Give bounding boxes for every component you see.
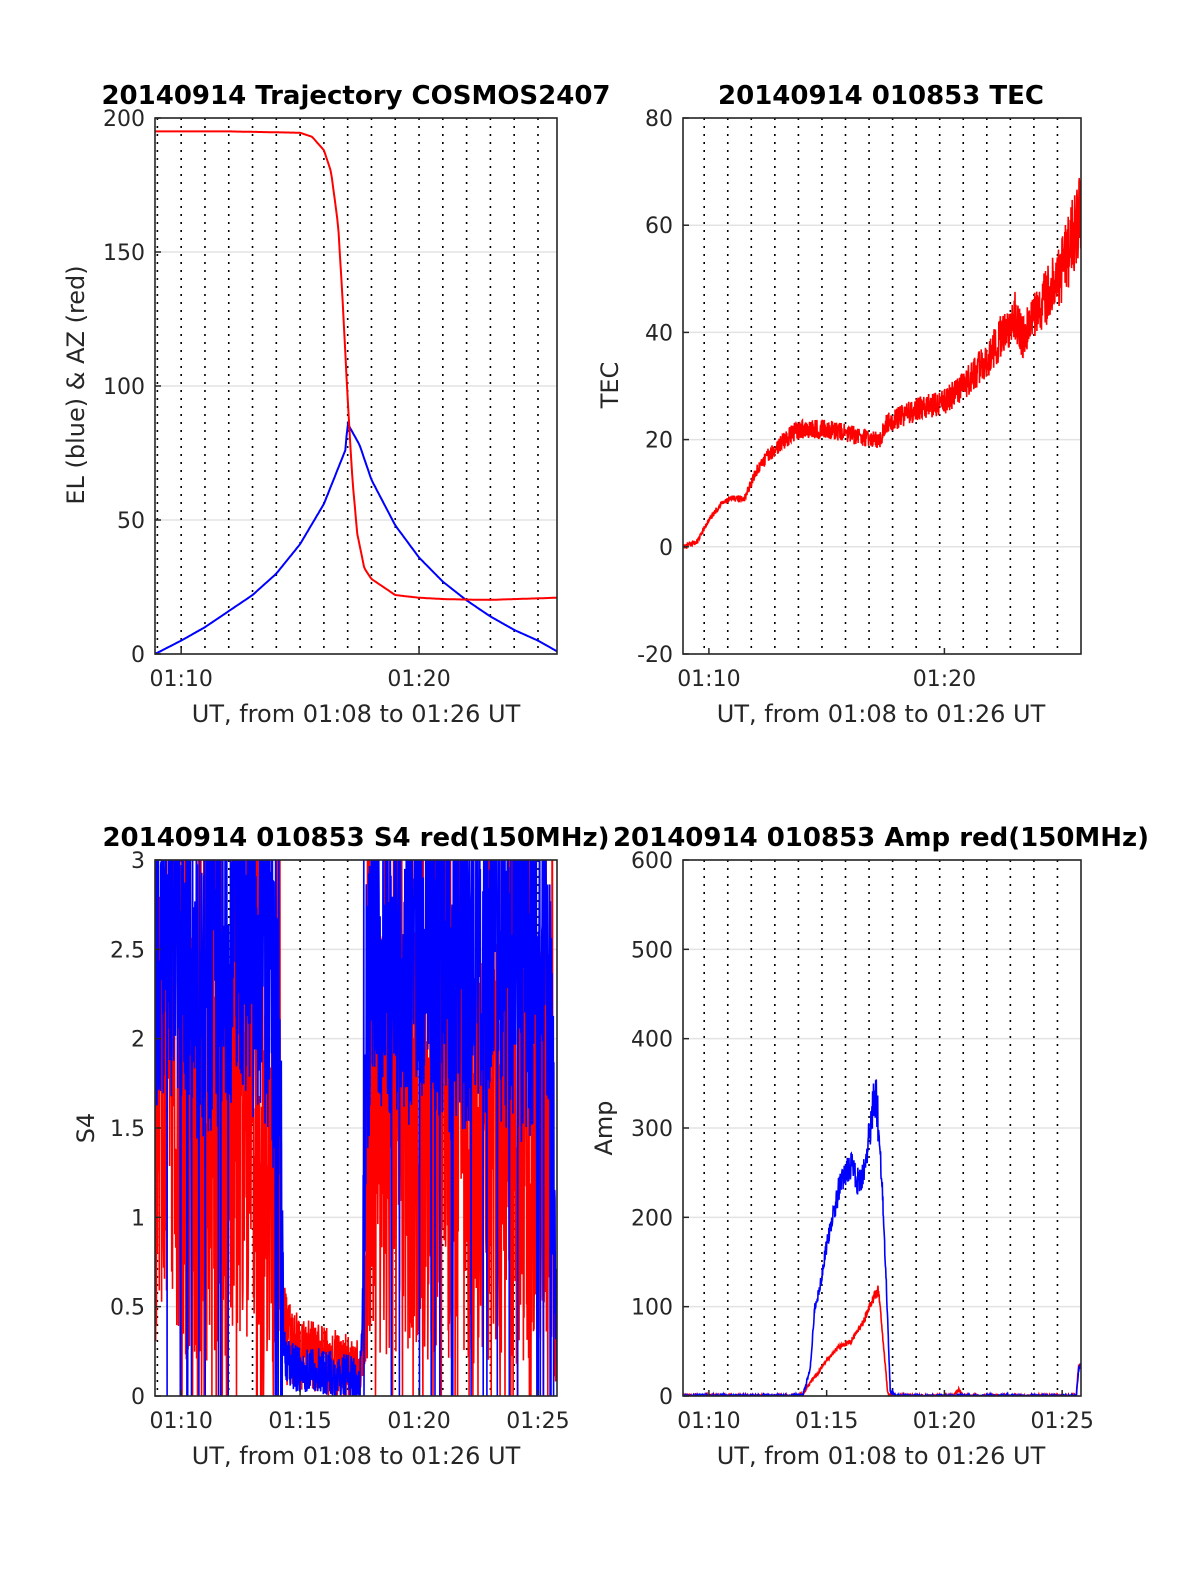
x-axis-label: UT, from 01:08 to 01:26 UT: [717, 1442, 1046, 1470]
series-line-az: [155, 130, 557, 601]
x-axis-label: UT, from 01:08 to 01:26 UT: [192, 1442, 521, 1470]
y-tick-label: 150: [103, 241, 145, 266]
y-tick-label: 100: [103, 375, 145, 400]
y-tick-label: 1.5: [110, 1117, 145, 1142]
y-tick-label: 0: [659, 1385, 673, 1410]
y-tick-label: 300: [631, 1117, 673, 1142]
x-tick-label: 01:15: [268, 1409, 331, 1434]
s4-chart: 20140914 010853 S4 red(150MHz) UT, from …: [72, 823, 610, 1470]
y-axis-label: EL (blue) & AZ (red): [62, 265, 90, 504]
y-tick-label: 0: [131, 1385, 145, 1410]
x-tick-label: 01:15: [795, 1409, 858, 1434]
y-axis-label: Amp: [590, 1100, 618, 1155]
y-tick-label: 0.5: [110, 1296, 145, 1321]
x-tick-label: 01:20: [913, 667, 976, 692]
y-axis-label: S4: [72, 1113, 100, 1144]
x-tick-label: 01:20: [387, 667, 450, 692]
y-tick-label: 600: [631, 849, 673, 874]
y-tick-label: 2.5: [110, 938, 145, 963]
plot-area-frame: [682, 117, 1082, 655]
chart-title: 20140914 Trajectory COSMOS2407: [101, 81, 610, 111]
chart-title: 20140914 010853 S4 red(150MHz): [102, 823, 609, 853]
x-tick-label: 01:25: [1030, 1409, 1093, 1434]
y-tick-label: 80: [645, 107, 673, 132]
y-tick-label: 500: [631, 938, 673, 963]
x-tick-label: 01:25: [506, 1409, 569, 1434]
y-tick-label: 0: [131, 643, 145, 668]
x-axis-label: UT, from 01:08 to 01:26 UT: [192, 700, 521, 728]
y-tick-label: 200: [631, 1206, 673, 1231]
trajectory-chart: 20140914 Trajectory COSMOS2407 UT, from …: [62, 81, 611, 728]
y-tick-label: 3: [131, 849, 145, 874]
y-tick-label: 50: [117, 509, 145, 534]
chart-title: 20140914 010853 Amp red(150MHz): [613, 823, 1149, 853]
x-tick-label: 01:20: [913, 1409, 976, 1434]
y-tick-label: 100: [631, 1296, 673, 1321]
amp-chart: 20140914 010853 Amp red(150MHz) UT, from…: [590, 823, 1149, 1470]
x-tick-label: 01:10: [677, 1409, 740, 1434]
x-axis-label: UT, from 01:08 to 01:26 UT: [717, 700, 1046, 728]
chart-title: 20140914 010853 TEC: [718, 81, 1044, 111]
tec-chart: 20140914 010853 TEC UT, from 01:08 to 01…: [596, 81, 1082, 728]
x-tick-label: 01:10: [149, 1409, 212, 1434]
y-axis-label: TEC: [596, 362, 624, 410]
y-tick-label: 200: [103, 107, 145, 132]
y-tick-label: 60: [645, 214, 673, 239]
x-tick-label: 01:10: [677, 667, 740, 692]
y-tick-label: -20: [637, 643, 673, 668]
x-tick-label: 01:20: [387, 1409, 450, 1434]
y-tick-label: 400: [631, 1028, 673, 1053]
y-tick-label: 20: [645, 429, 673, 454]
y-tick-label: 2: [131, 1028, 145, 1053]
series-line-s4-blue: [155, 860, 557, 1396]
series-line-el: [155, 420, 557, 654]
series-line-tec: [683, 177, 1081, 549]
x-tick-label: 01:10: [149, 667, 212, 692]
y-tick-label: 1: [131, 1206, 145, 1231]
y-tick-label: 0: [659, 536, 673, 561]
y-tick-label: 40: [645, 321, 673, 346]
